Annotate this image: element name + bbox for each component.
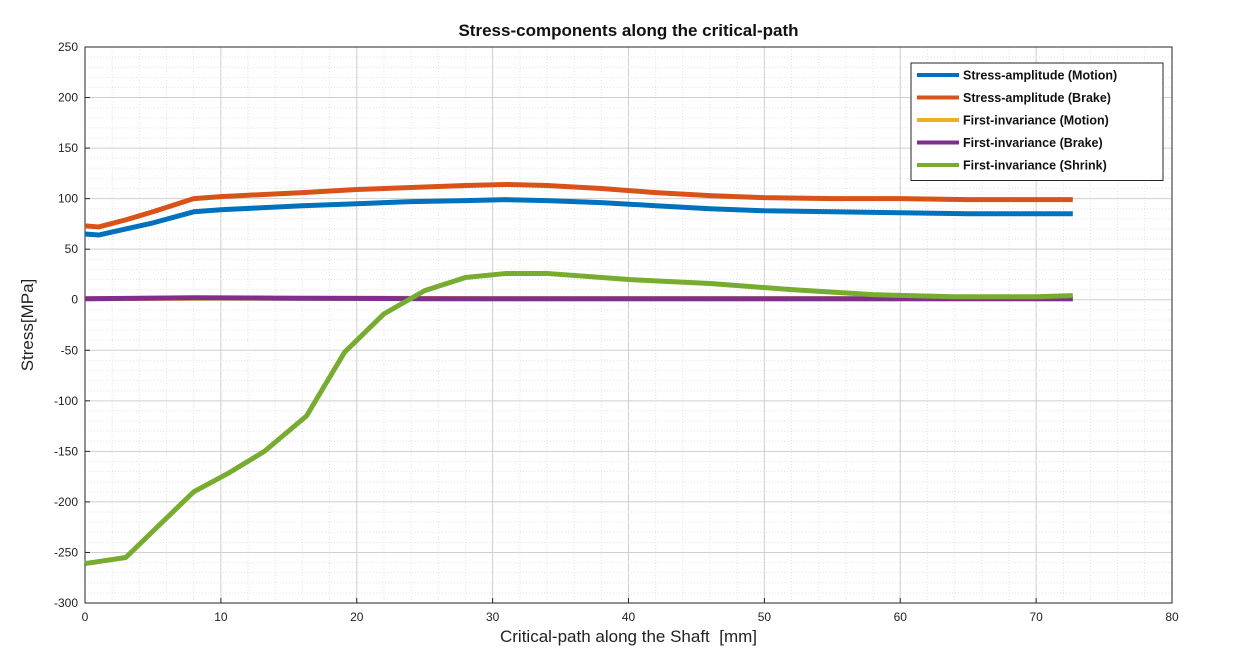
series-lines — [84, 181, 1073, 567]
legend-label: First-invariance (Shrink) — [963, 159, 1107, 173]
series-line — [84, 295, 1073, 302]
x-tick-label: 50 — [758, 610, 772, 624]
y-tick-label: -150 — [54, 444, 78, 458]
y-tick-label: -200 — [54, 495, 78, 509]
y-tick-label: -300 — [54, 596, 78, 610]
chart-title: Stress-components along the critical-pat… — [458, 21, 798, 40]
x-tick-label: 0 — [82, 610, 89, 624]
legend-label: First-invariance (Brake) — [963, 136, 1103, 150]
x-axis-label: Critical-path along the Shaft [mm] — [500, 627, 757, 646]
y-tick-label: 50 — [65, 242, 79, 256]
series-line — [84, 197, 1073, 238]
axis-ticks: 0 10 20 30 40 50 60 70 80 250 200 150 100 50 0 -50 -100 -… — [54, 40, 1179, 624]
legend-label: Stress-amplitude (Motion) — [963, 69, 1117, 83]
y-tick-label: 0 — [71, 293, 78, 307]
legend-items: Stress-amplitude (Motion) Stress-amplitud… — [917, 69, 1117, 173]
y-tick-label: 200 — [58, 91, 78, 105]
x-tick-label: 40 — [622, 610, 636, 624]
x-tick-label: 20 — [350, 610, 364, 624]
legend-label: Stress-amplitude (Brake) — [963, 91, 1111, 105]
y-tick-label: 250 — [58, 40, 78, 54]
y-tick-label: 150 — [58, 141, 78, 155]
y-tick-label: 100 — [58, 192, 78, 206]
legend-label: First-invariance (Motion) — [963, 114, 1109, 128]
x-tick-label: 80 — [1165, 610, 1179, 624]
x-tick-label: 70 — [1029, 610, 1043, 624]
y-tick-label: -50 — [61, 343, 79, 357]
x-tick-label: 60 — [894, 610, 908, 624]
y-axis-label: Stress[MPa] — [18, 279, 37, 372]
series-line — [84, 270, 1073, 567]
y-tick-label: -100 — [54, 394, 78, 408]
series-line — [84, 181, 1073, 230]
legend: Stress-amplitude (Motion) Stress-amplitud… — [910, 62, 1164, 181]
y-tick-label: -250 — [54, 545, 78, 559]
x-tick-label: 10 — [214, 610, 228, 624]
x-tick-label: 30 — [486, 610, 500, 624]
